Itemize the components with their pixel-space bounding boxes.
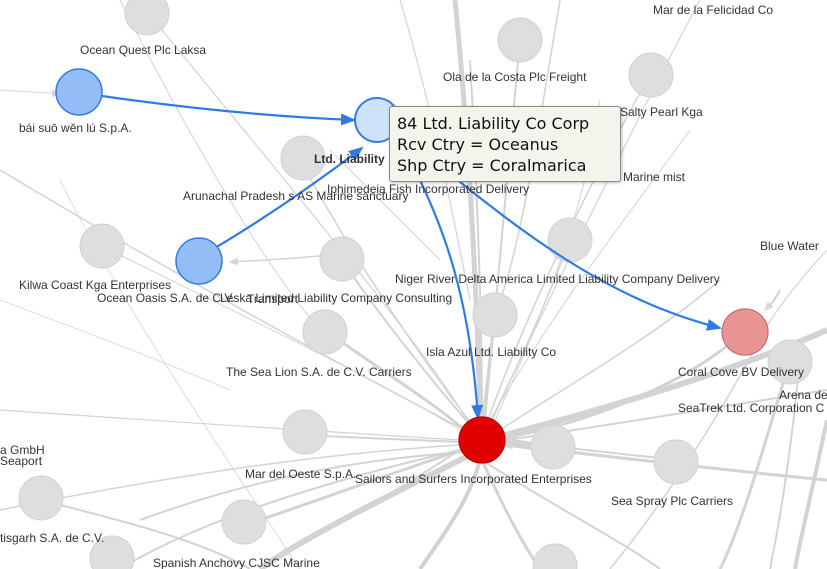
node-label: Ola de la Costa Plc Freight xyxy=(443,70,587,84)
node-label: Transport xyxy=(247,292,299,306)
node-labels: Mar de la Felicidad Co Ocean Quest Plc L… xyxy=(0,3,827,569)
node-label: Niger River Delta America Limited Liabil… xyxy=(395,272,720,286)
tooltip-receive-country: Rcv Ctry = Oceanus xyxy=(397,135,559,154)
node-coral-cove[interactable] xyxy=(721,308,769,356)
tooltip-ship-country: Shp Ctry = Coralmarica xyxy=(397,156,587,175)
node-gray[interactable] xyxy=(767,339,813,385)
node-gray[interactable] xyxy=(628,52,674,98)
node-ocean-quest[interactable] xyxy=(55,68,103,116)
node-gray[interactable] xyxy=(319,236,365,282)
node-gray[interactable] xyxy=(89,535,135,569)
node-gray[interactable] xyxy=(124,0,170,36)
node-gray[interactable] xyxy=(532,543,578,569)
tooltip-company-name: 84 Ltd. Liability Co Corp xyxy=(397,114,590,133)
node-label: Leska Limited Liability Company Consulti… xyxy=(220,291,452,305)
node-tooltip: 84 Ltd. Liability Co Corp Rcv Ctry = Oce… xyxy=(389,106,621,182)
node-label: Sea Spray Plc Carriers xyxy=(611,494,733,508)
gray-nodes xyxy=(18,0,813,569)
node-label: Arunachal Pradesh s AS Marine sanctuary xyxy=(183,189,408,203)
node-gray[interactable] xyxy=(280,135,326,181)
node-gray[interactable] xyxy=(530,424,576,470)
node-gray[interactable] xyxy=(18,475,64,521)
node-label: Mar del Oeste S.p.A. xyxy=(245,467,356,481)
node-label: Kilwa Coast Kga Enterprises xyxy=(19,278,171,292)
node-label: bái suō wěn lú S.p.A. xyxy=(19,121,132,135)
node-label: Iphimedeia Fish Incorporated Delivery xyxy=(327,182,529,196)
node-gray[interactable] xyxy=(79,223,125,269)
node-label: Spanish Anchovy CJSC Marine xyxy=(153,556,320,569)
node-label: SeaTrek Ltd. Corporation C xyxy=(678,401,825,415)
node-ocean-oasis[interactable] xyxy=(175,237,223,285)
node-label: Seaport xyxy=(0,454,43,468)
node-label: Coral Cove BV Delivery xyxy=(678,365,804,379)
node-label: Blue Water xyxy=(760,239,819,253)
node-gray[interactable] xyxy=(472,292,518,338)
node-label: tisgarh S.A. de C.V. xyxy=(0,531,104,545)
edge-ocean-quest-to-84 xyxy=(101,94,356,126)
node-sailors-surfers[interactable] xyxy=(458,416,506,464)
node-gray[interactable] xyxy=(302,309,348,355)
node-label: Arena de xyxy=(779,388,827,402)
highlight-nodes xyxy=(55,68,769,464)
node-gray[interactable] xyxy=(653,439,699,485)
node-label: The Sea Lion S.A. de C.V. Carriers xyxy=(226,365,412,379)
node-label: Mar de la Felicidad Co xyxy=(653,3,773,17)
edge-ocean-oasis-to-84 xyxy=(214,146,364,249)
node-label: Ocean Oasis S.A. de C.V. xyxy=(97,291,235,305)
node-gray[interactable] xyxy=(497,17,543,63)
node-label: a GmbH xyxy=(0,443,45,457)
node-label: Isla Azul Ltd. Liability Co xyxy=(426,345,556,359)
edge-84-to-sailors xyxy=(414,169,484,420)
node-gray[interactable] xyxy=(282,409,328,455)
node-label: Ltd. Liability xyxy=(314,152,385,166)
node-label: Sailors and Surfers Incorporated Enterpr… xyxy=(355,472,592,486)
node-gray[interactable] xyxy=(221,499,267,545)
node-label: Ocean Quest Plc Laksa xyxy=(80,43,206,57)
node-label: Marine mist xyxy=(623,170,686,184)
node-gray[interactable] xyxy=(547,217,593,263)
node-label: Salty Pearl Kga xyxy=(620,105,703,119)
